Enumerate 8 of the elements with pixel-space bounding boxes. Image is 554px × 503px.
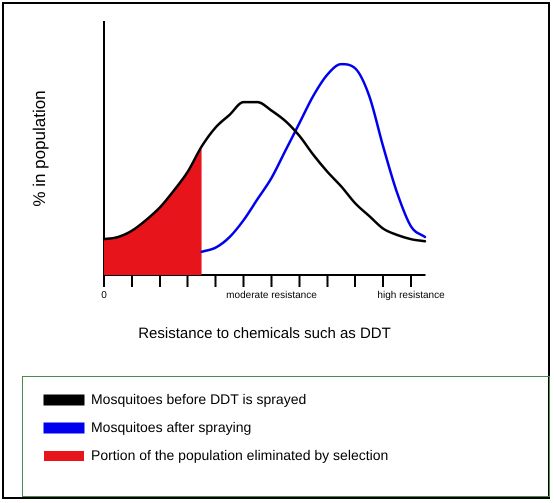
x-tick-label: moderate resistance <box>226 290 318 301</box>
y-axis-title: % in population <box>30 90 49 207</box>
legend-label: Portion of the population eliminated by selection <box>91 446 388 463</box>
x-axis-title: Resistance to chemicals such as DDT <box>138 325 391 342</box>
legend-label: Mosquitoes before DDT is sprayed <box>91 390 306 407</box>
x-tick-label: 0 <box>101 290 108 301</box>
legend-label: Mosquitoes after spraying <box>91 418 252 435</box>
x-tick-label: high resistance <box>377 290 446 301</box>
